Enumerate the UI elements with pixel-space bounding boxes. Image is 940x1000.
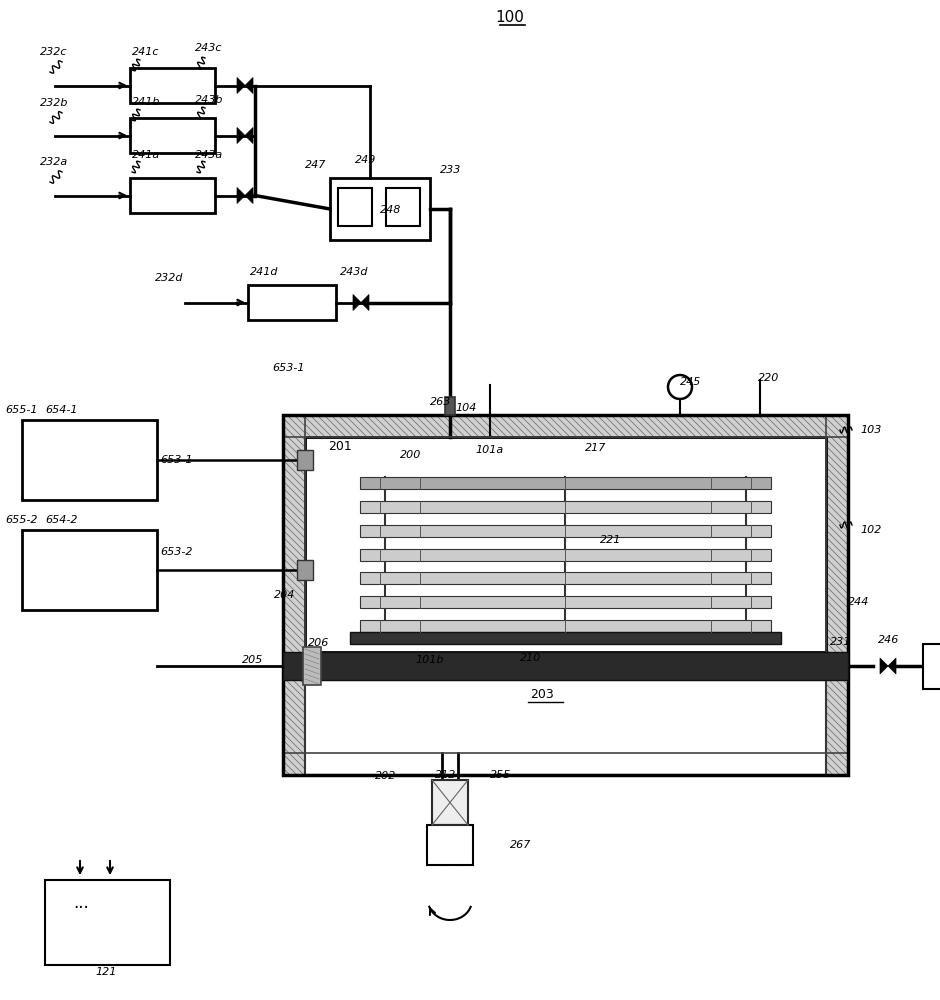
Text: 121: 121 <box>95 967 117 977</box>
Text: 241b: 241b <box>132 97 161 107</box>
Bar <box>248 285 336 320</box>
Text: 248: 248 <box>380 205 401 215</box>
Polygon shape <box>361 294 369 310</box>
Text: 217: 217 <box>585 443 606 453</box>
Text: 655-1: 655-1 <box>5 405 38 415</box>
Text: 241d: 241d <box>250 267 278 277</box>
Bar <box>360 572 771 584</box>
Text: 212: 212 <box>435 770 457 780</box>
Text: 204: 204 <box>274 590 295 600</box>
Text: 243a: 243a <box>195 150 224 160</box>
Bar <box>283 652 848 680</box>
Text: 201: 201 <box>328 440 352 454</box>
Polygon shape <box>245 188 253 204</box>
Text: 200: 200 <box>400 450 421 460</box>
Text: ···: ··· <box>73 899 88 917</box>
Text: 244: 244 <box>848 597 870 607</box>
Text: 102: 102 <box>860 525 882 535</box>
Bar <box>283 415 848 437</box>
Text: 654-1: 654-1 <box>45 405 77 415</box>
Bar <box>386 188 420 226</box>
Text: 205: 205 <box>242 655 263 665</box>
Text: 246: 246 <box>878 635 900 645</box>
Polygon shape <box>245 127 253 143</box>
Text: 231: 231 <box>830 637 852 647</box>
Text: 655-2: 655-2 <box>5 515 38 525</box>
Text: 255: 255 <box>490 770 511 780</box>
Text: 100: 100 <box>495 10 525 25</box>
Bar <box>45 880 170 965</box>
Text: 653-2: 653-2 <box>160 547 193 557</box>
Bar <box>432 780 468 825</box>
Bar <box>826 415 848 775</box>
Polygon shape <box>880 658 888 674</box>
Text: 247: 247 <box>305 160 326 170</box>
Bar <box>283 415 848 437</box>
Text: 232c: 232c <box>40 47 68 57</box>
Bar <box>22 420 157 500</box>
Bar <box>130 118 215 153</box>
Bar <box>330 178 430 240</box>
Text: 653-1: 653-1 <box>272 363 305 373</box>
Bar <box>130 178 215 213</box>
Text: 233: 233 <box>440 165 462 175</box>
Text: 101a: 101a <box>475 445 503 455</box>
Text: 221: 221 <box>600 535 621 545</box>
Bar <box>350 632 781 644</box>
Bar <box>360 525 771 537</box>
Text: 241c: 241c <box>132 47 160 57</box>
Text: 267: 267 <box>510 840 531 850</box>
Text: 202: 202 <box>375 771 397 781</box>
Bar <box>427 825 473 865</box>
Bar <box>283 415 305 775</box>
Text: 210: 210 <box>520 653 541 663</box>
Bar <box>826 415 848 775</box>
Polygon shape <box>353 294 361 310</box>
Bar <box>432 780 468 825</box>
Bar <box>303 647 321 685</box>
Text: 263: 263 <box>430 397 451 407</box>
Bar <box>338 188 372 226</box>
Polygon shape <box>245 78 253 94</box>
Bar <box>130 68 215 103</box>
Text: 249: 249 <box>355 155 376 165</box>
Text: 103: 103 <box>860 425 882 435</box>
Bar <box>305 437 826 652</box>
Text: 653-1: 653-1 <box>160 455 193 465</box>
Bar <box>360 501 771 513</box>
Text: 243c: 243c <box>195 43 223 53</box>
Text: 245: 245 <box>680 377 701 387</box>
Text: 232b: 232b <box>40 98 69 108</box>
Bar <box>360 620 771 632</box>
Bar <box>360 596 771 608</box>
Text: 206: 206 <box>308 638 329 648</box>
Text: 232a: 232a <box>40 157 69 167</box>
Bar <box>445 397 455 415</box>
Bar <box>297 560 313 580</box>
Text: 243d: 243d <box>340 267 368 277</box>
Bar <box>360 477 771 489</box>
Bar <box>283 415 305 775</box>
Polygon shape <box>237 127 245 143</box>
Circle shape <box>668 375 692 399</box>
Bar <box>283 753 848 775</box>
Bar <box>283 415 848 775</box>
Polygon shape <box>888 658 896 674</box>
Text: 243b: 243b <box>195 95 224 105</box>
Polygon shape <box>237 78 245 94</box>
Text: 203: 203 <box>530 688 554 702</box>
Text: 104: 104 <box>455 403 477 413</box>
Bar <box>305 680 826 775</box>
Polygon shape <box>237 188 245 204</box>
Bar <box>22 530 157 610</box>
Bar <box>297 450 313 470</box>
Text: 241a: 241a <box>132 150 160 160</box>
Text: 101b: 101b <box>415 655 444 665</box>
Bar <box>923 644 940 689</box>
Text: 232d: 232d <box>155 273 183 283</box>
Bar <box>360 548 771 560</box>
Text: 654-2: 654-2 <box>45 515 77 525</box>
Bar <box>283 753 848 775</box>
Text: 220: 220 <box>758 373 779 383</box>
